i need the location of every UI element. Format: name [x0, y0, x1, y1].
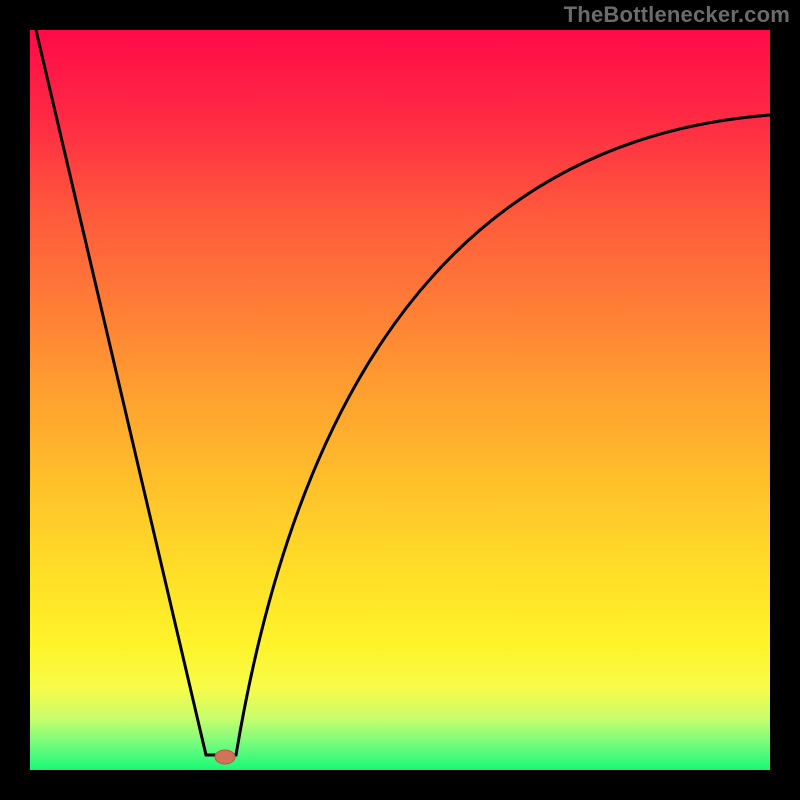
optimal-point-marker — [215, 750, 235, 764]
gradient-chart — [0, 0, 800, 800]
chart-background — [30, 30, 770, 770]
chart-container: TheBottlenecker.com — [0, 0, 800, 800]
